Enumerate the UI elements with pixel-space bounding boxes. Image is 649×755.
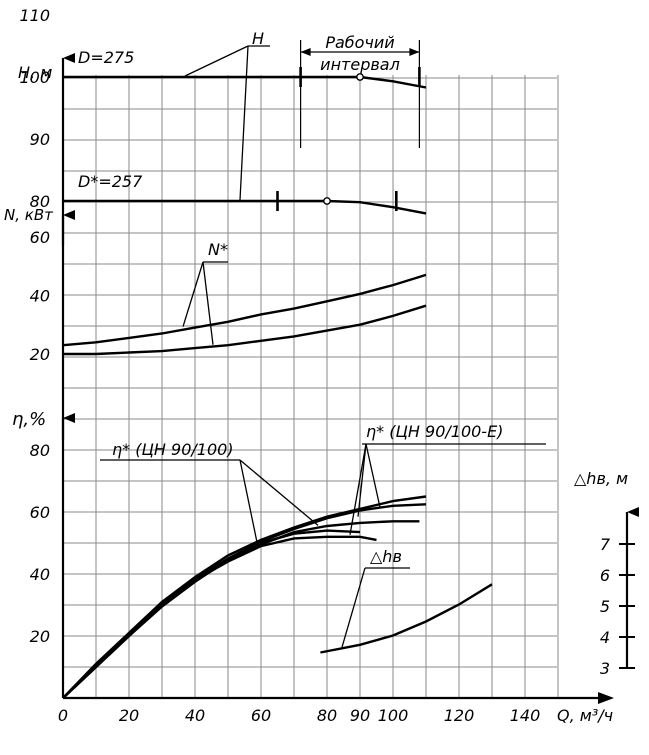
x-tick-label: 140 [510, 706, 541, 725]
y-tick-label-efficiency: 80 [30, 441, 50, 460]
working-interval-arrow-left [300, 48, 311, 56]
efficiency-annotation-right: η* (ЦН 90/100-Е) [366, 422, 503, 441]
y-tick-label-head: 90 [30, 130, 50, 149]
y-label-efficiency: η,% [12, 409, 46, 430]
y-tick-label-head: 80 [30, 192, 50, 211]
y-tick-label-npsh: 6 [600, 566, 610, 585]
power-leader-2 [202, 261, 214, 345]
npsh-annotation: △hв [370, 547, 402, 566]
y-tick-label-npsh: 5 [600, 597, 610, 616]
efficiency-annotation-left: η* (ЦН 90/100) [112, 440, 234, 459]
y-tick-label-power: 40 [30, 286, 50, 305]
working-interval-label-2: интервал [320, 55, 400, 74]
head-curve-1 [63, 75, 427, 89]
y-tick-label-npsh: 3 [600, 659, 610, 678]
y-tick-label-npsh: 7 [600, 535, 611, 554]
nominal-point-marker [356, 73, 364, 81]
efficiency-curve-3 [62, 495, 427, 699]
efficiency-curve-2 [62, 529, 361, 699]
labels: 0 20 40 60 80 90 100 120 140 Q, м³/ч 80 90 100 110 20 4… [4, 6, 628, 725]
y-tick-label-head: 110 [19, 6, 50, 25]
working-interval-label-1: Рабочий [325, 33, 394, 52]
efficiency-curve-5 [62, 520, 420, 699]
y-tick-label-power: 60 [30, 228, 50, 247]
head-leader-2 [239, 45, 249, 201]
y-tick-label-npsh: 4 [600, 628, 610, 647]
x-axis-label: Q, м³/ч [557, 706, 613, 725]
npsh-leader [341, 567, 366, 648]
head-curve-2 [63, 199, 427, 215]
y-label-head: H, м [18, 63, 52, 82]
x-tick-label: 40 [185, 706, 205, 725]
x-tick-label: 120 [444, 706, 475, 725]
y-tick-label-efficiency: 60 [30, 503, 50, 522]
power-curve-1 [62, 273, 427, 347]
x-tick-label: 80 [317, 706, 337, 725]
grid [62, 75, 559, 699]
x-tick-label: 20 [119, 706, 139, 725]
efficiency-leader-right-2 [357, 443, 367, 517]
curves [62, 67, 493, 699]
efficiency-leader-right-1 [349, 443, 367, 535]
head-curve-label: D=275 [78, 48, 134, 67]
x-tick-label: 0 [58, 706, 68, 725]
x-tick-label: 90 [350, 706, 370, 725]
x-axis-arrow [598, 692, 614, 704]
nominal-point-marker [323, 197, 331, 205]
axes [61, 53, 639, 704]
head-annotation: H [252, 29, 264, 48]
head-leader-1 [184, 45, 249, 77]
x-tick-label: 60 [251, 706, 271, 725]
efficiency-leader-left-2 [239, 459, 319, 526]
y-label-power: N, кВт [4, 206, 54, 224]
power-curve-2 [63, 304, 427, 356]
npsh-curve [320, 583, 493, 654]
power-leader-1 [182, 261, 204, 327]
y-tick-label-power: 20 [30, 345, 50, 364]
working-interval-arrow-right [409, 48, 420, 56]
y-label-npsh: △hв, м [574, 469, 628, 488]
y-tick-label-head: 100 [19, 68, 50, 87]
y-tick-label-efficiency: 20 [30, 627, 50, 646]
power-annotation: N* [208, 240, 228, 259]
head-curve-label: D*=257 [78, 172, 143, 191]
efficiency-leader-right-3 [365, 443, 381, 508]
x-tick-label: 100 [378, 706, 409, 725]
y-tick-label-efficiency: 40 [30, 565, 50, 584]
efficiency-leader-left-1 [239, 459, 259, 548]
efficiency-curve-4 [62, 503, 427, 699]
